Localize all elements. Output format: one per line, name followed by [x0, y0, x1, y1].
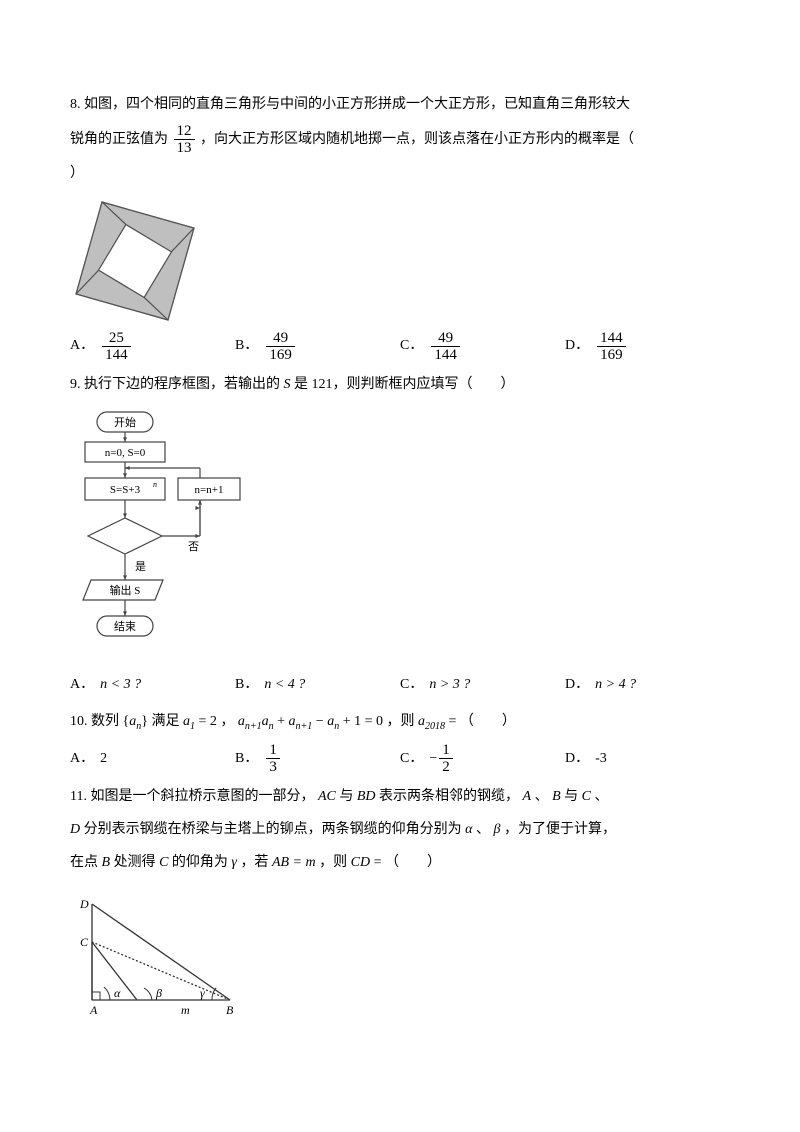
q10-options: A． 2 B． 1 3 C． − 1 2 D． -3: [70, 742, 730, 776]
q10-rec: an+1an + an+1 − an + 1 = 0: [238, 714, 383, 729]
q10-opt-c: C． − 1 2: [400, 742, 565, 776]
q9-line: 9. 执行下边的程序框图，若输出的 S 是 121，则判断框内应填写（ ）: [70, 370, 730, 401]
q10-eq: = （ ）: [448, 714, 515, 729]
q11-line3: 在点 B 处测得 C 的仰角为 γ ，若 AB = m ，则 CD = （ ）: [70, 848, 730, 879]
q9-number: 9.: [70, 377, 81, 392]
q8-opt-a-frac: 25 144: [100, 330, 133, 364]
q9-text: 执行下边的程序框图，若输出的 S 是 121，则判断框内应填写（ ）: [84, 377, 515, 392]
q8-opt-a-letter: A．: [70, 331, 94, 362]
q10-opt-b-frac: 1 3: [264, 742, 282, 776]
q8-frac-den: 13: [174, 140, 195, 157]
svg-text:γ: γ: [200, 986, 205, 1000]
q9-opt-a: A． n < 3 ?: [70, 670, 235, 701]
svg-text:开始: 开始: [114, 415, 136, 429]
svg-text:输出 S: 输出 S: [110, 583, 141, 597]
svg-text:n=n+1: n=n+1: [195, 484, 224, 496]
q11-figure: D C A Bα β γm: [70, 892, 730, 1022]
q10-opt-d: D． -3: [565, 742, 730, 776]
q10-seq: {an}: [123, 714, 148, 729]
q8-line1: 8. 如图，四个相同的直角三角形与中间的小正方形拼成一个大正方形，已知直角三角形…: [70, 90, 730, 121]
svg-text:否: 否: [188, 541, 199, 553]
q8-figure: [70, 196, 730, 326]
svg-text:B: B: [226, 1003, 234, 1017]
svg-text:C: C: [80, 935, 89, 949]
q8-opt-b-letter: B．: [235, 331, 258, 362]
q9-figure: 开始 n=0, S=0 S=S+3 n 是输出 S 结束 否 n=n+1: [70, 406, 730, 666]
q8-text1: 如图，四个相同的直角三角形与中间的小正方形拼成一个大正方形，已知直角三角形较大: [84, 97, 630, 112]
q10-line: 10. 数列 {an} 满足 a1 = 2 ， an+1an + an+1 − …: [70, 707, 730, 738]
q9-opt-c: C． n > 3 ?: [400, 670, 565, 701]
q8-opt-d-frac: 144 169: [595, 330, 628, 364]
q11-line2: D 分别表示钢缆在桥梁与主塔上的铆点，两条钢缆的仰角分别为 α 、 β ，为了便…: [70, 815, 730, 846]
q8-opt-d: D． 144 169: [565, 330, 730, 364]
svg-text:n=0, S=0: n=0, S=0: [105, 447, 146, 459]
q8-opt-b-frac: 49 169: [264, 330, 297, 364]
q9-opt-b: B． n < 4 ?: [235, 670, 400, 701]
q10-text-a: 数列: [91, 714, 119, 729]
svg-text:β: β: [155, 986, 162, 1000]
svg-text:D: D: [79, 897, 89, 911]
svg-text:α: α: [114, 986, 121, 1000]
q10-opt-a: A． 2: [70, 742, 235, 776]
q8-opt-c: C． 49 144: [400, 330, 565, 364]
q8-opt-c-frac: 49 144: [429, 330, 462, 364]
q8-line2: 锐角的正弦值为 12 13 ，向大正方形区域内随机地掷一点，则该点落在小正方形内…: [70, 123, 730, 157]
svg-text:S=S+3: S=S+3: [110, 484, 141, 496]
q9-options: A． n < 3 ? B． n < 4 ? C． n > 3 ? D． n > …: [70, 670, 730, 701]
q8-frac-num: 12: [174, 123, 195, 141]
svg-text:是: 是: [135, 560, 146, 573]
q8-opt-c-letter: C．: [400, 331, 423, 362]
q10-opt-b: B． 1 3: [235, 742, 400, 776]
q11-line1: 11. 如图是一个斜拉桥示意图的一部分， AC 与 BD 表示两条相邻的钢缆， …: [70, 782, 730, 813]
q8-text3: ）: [70, 166, 84, 181]
q10-text-c: ，则: [386, 714, 414, 729]
q10-comma1: ，: [220, 714, 234, 729]
q8-text2a: 锐角的正弦值为: [70, 132, 168, 147]
q8-number: 8.: [70, 97, 81, 112]
q10-text-b: 满足: [151, 714, 179, 729]
svg-text:m: m: [181, 1003, 190, 1017]
q10-a2018: a2018: [418, 714, 445, 729]
q8-text2b: ，向大正方形区域内随机地掷一点，则该点落在小正方形内的概率是（: [200, 132, 634, 147]
q10-number: 10.: [70, 714, 88, 729]
q8-opt-d-letter: D．: [565, 331, 589, 362]
q11-number: 11.: [70, 789, 87, 804]
q8-options: A． 25 144 B． 49 169 C． 49 144 D． 144 169: [70, 330, 730, 364]
q10-opt-c-frac: 1 2: [437, 742, 455, 776]
svg-text:A: A: [89, 1003, 98, 1017]
q8-line3: ）: [70, 159, 730, 190]
q8-opt-a: A． 25 144: [70, 330, 235, 364]
q8-opt-b: B． 49 169: [235, 330, 400, 364]
q8-frac: 12 13: [172, 123, 197, 157]
svg-text:结束: 结束: [114, 620, 136, 633]
svg-text:n: n: [153, 480, 157, 489]
q10-a1: a1 = 2: [183, 714, 217, 729]
q9-opt-d: D． n > 4 ?: [565, 670, 730, 701]
